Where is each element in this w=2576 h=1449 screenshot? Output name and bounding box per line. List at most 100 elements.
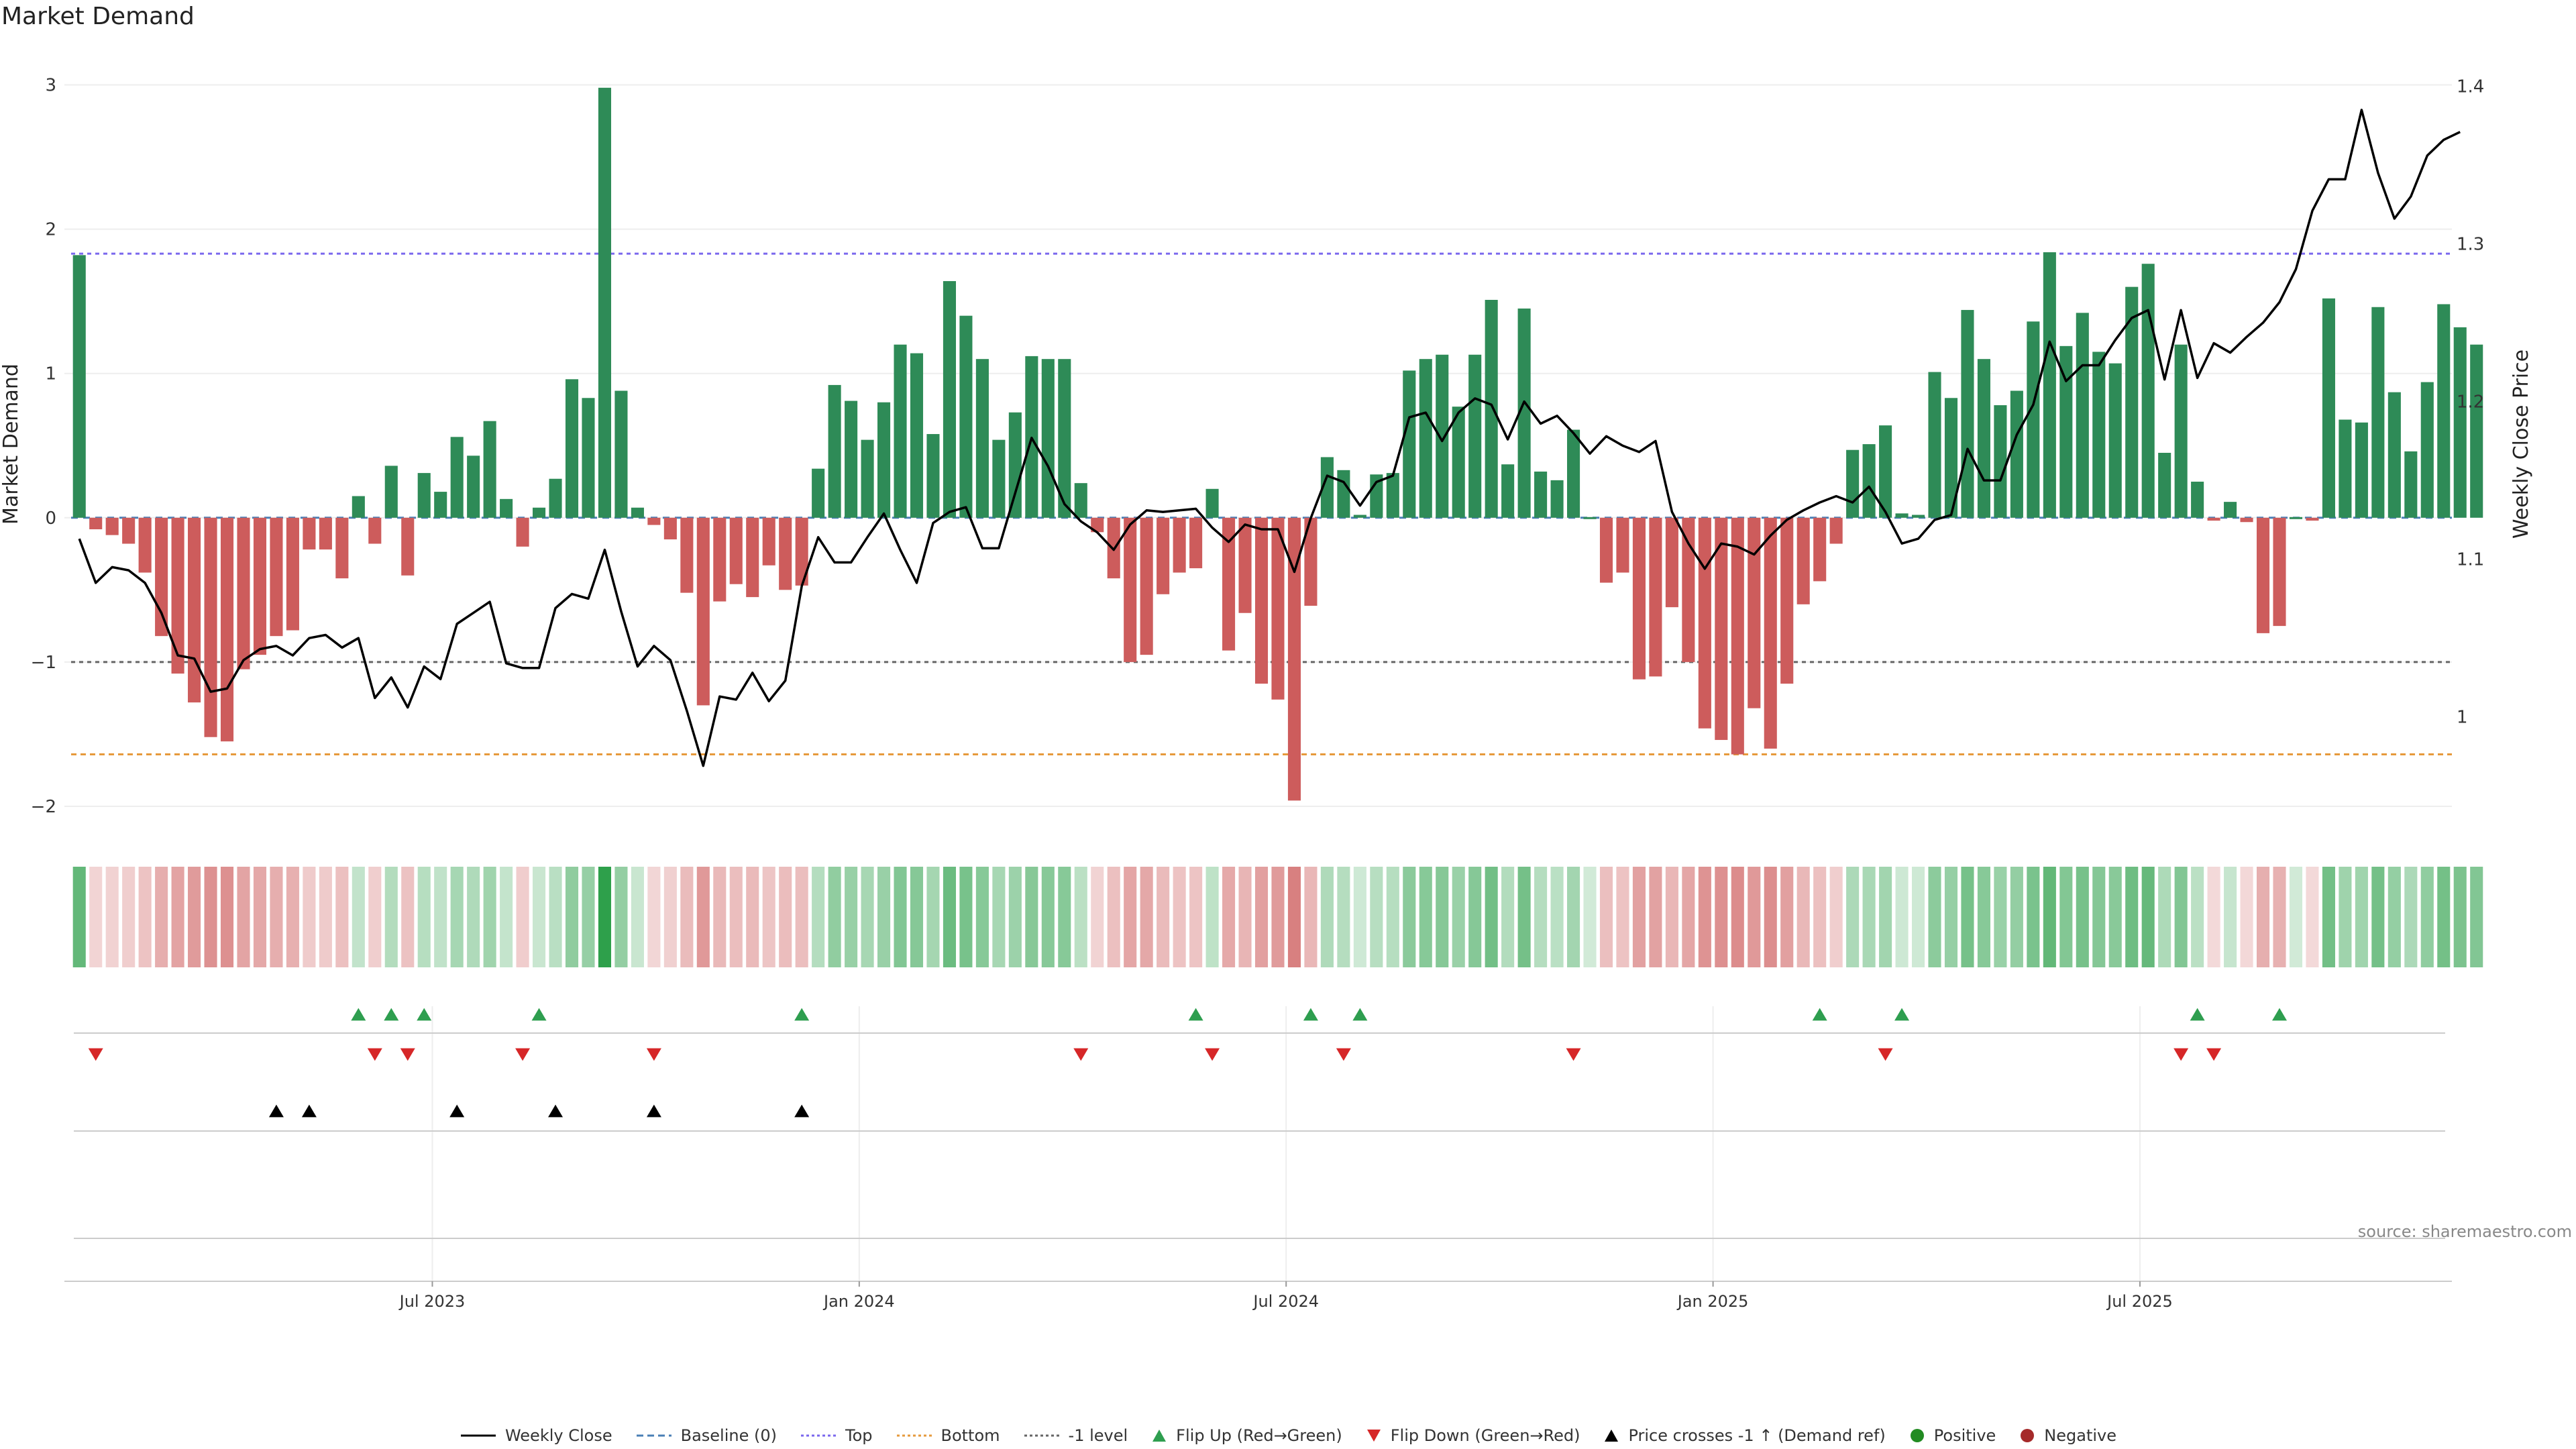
demand-bar <box>2355 422 2368 518</box>
demand-bar <box>1189 517 1203 569</box>
heat-cell <box>1222 867 1236 967</box>
heat-cell <box>1895 867 1909 967</box>
heat-cell <box>2437 867 2451 967</box>
demand-bar <box>1468 354 1482 518</box>
line-dotted-icon <box>1024 1434 1059 1437</box>
demand-bar <box>910 353 924 518</box>
demand-bar <box>1928 372 1941 518</box>
market-demand-chart: −2 −1 0 1 2 3 1 1.1 1.2 1.3 1.4 Market Demand Weekly… <box>0 76 2533 1311</box>
demand-bar <box>2108 363 2122 518</box>
heat-cell <box>1254 867 1269 967</box>
heat-cell <box>500 867 513 967</box>
legend-label: Price crosses -1 ↑ (Demand ref) <box>1628 1426 1886 1445</box>
demand-bar <box>828 384 841 518</box>
x-tick-label: Jan 2025 <box>1676 1292 1749 1311</box>
heat-cell <box>1748 867 1761 967</box>
demand-bar <box>122 517 136 544</box>
heat-cell <box>1403 867 1416 967</box>
heat-cell <box>1124 867 1137 967</box>
demand-bar <box>500 498 513 518</box>
demand-bar <box>1287 517 1301 801</box>
demand-bar <box>2453 327 2467 518</box>
heat-cell <box>1370 867 1383 967</box>
demand-bar <box>171 517 184 674</box>
demand-bar <box>549 478 562 518</box>
heat-cell <box>417 867 431 967</box>
heat-cell <box>1649 867 1662 967</box>
demand-bar <box>516 517 529 547</box>
demand-bar <box>1008 412 1022 518</box>
demand-bar <box>795 517 808 586</box>
triangle-up-icon <box>1605 1430 1619 1442</box>
flip-down-marker <box>1073 1048 1089 1061</box>
demand-bar <box>533 507 546 518</box>
x-tick-label: Jul 2025 <box>2106 1292 2173 1311</box>
demand-bar <box>565 379 579 518</box>
legend-label: Flip Up (Red→Green) <box>1176 1426 1342 1445</box>
heat-cell <box>1682 867 1695 967</box>
heat-cell <box>992 867 1006 967</box>
heat-cell <box>762 867 775 967</box>
heat-cell <box>1566 867 1580 967</box>
demand-bar <box>417 473 431 518</box>
heat-cell <box>1189 867 1203 967</box>
demand-bar <box>1091 517 1104 533</box>
heat-cell <box>2387 867 2401 967</box>
heat-cell <box>828 867 841 967</box>
triangle-up-icon <box>1152 1430 1167 1442</box>
demand-bar <box>204 517 217 737</box>
flip-down-marker <box>88 1048 103 1061</box>
demand-bar <box>1764 517 1777 749</box>
demand-bar <box>2141 264 2155 518</box>
heat-cell <box>2076 867 2089 967</box>
demand-bar <box>2273 517 2286 627</box>
heat-cell <box>663 867 677 967</box>
heat-cell <box>1320 867 1334 967</box>
heat-cell <box>204 867 217 967</box>
heat-cell <box>1074 867 1087 967</box>
demand-bar <box>1304 517 1318 606</box>
flip-up-marker <box>794 1008 810 1021</box>
demand-bar <box>105 517 119 535</box>
y2-tick-label: 1.1 <box>2457 550 2484 570</box>
heat-cell <box>696 867 710 967</box>
heat-cell <box>1157 867 1170 967</box>
heat-cell <box>2371 867 2385 967</box>
legend-item: Bottom <box>896 1426 1000 1445</box>
heat-cell <box>286 867 299 967</box>
demand-bar <box>1682 517 1695 662</box>
demand-bar <box>286 517 299 631</box>
flip-up-marker <box>1352 1008 1368 1021</box>
heat-cell <box>253 867 267 967</box>
heat-cell <box>845 867 858 967</box>
signal-markers <box>74 1008 2445 1239</box>
demand-bar <box>1173 517 1186 573</box>
flip-up-marker <box>351 1008 366 1021</box>
demand-bar <box>1074 483 1087 518</box>
y-tick-label: −2 <box>31 797 56 817</box>
heat-cell <box>1452 867 1465 967</box>
heat-cell <box>1058 867 1071 967</box>
demand-bar <box>1632 517 1646 680</box>
heat-cell <box>434 867 447 967</box>
demand-bar <box>943 281 957 518</box>
heat-cell <box>319 867 332 967</box>
demand-bar <box>352 496 365 518</box>
demand-bar <box>1583 517 1597 519</box>
demand-bar <box>812 468 825 518</box>
heat-cell <box>1715 867 1728 967</box>
heat-cell <box>1008 867 1022 967</box>
heat-cell <box>1485 867 1498 967</box>
demand-bar <box>1649 517 1662 677</box>
demand-heat-strip <box>72 867 2483 967</box>
demand-bar <box>647 517 661 525</box>
heat-cell <box>713 867 727 967</box>
heat-cell <box>450 867 464 967</box>
demand-bar <box>1403 370 1416 518</box>
heat-cell <box>1616 867 1629 967</box>
legend-item: Flip Up (Red→Green) <box>1150 1426 1342 1445</box>
heat-cell <box>533 867 546 967</box>
heat-cell <box>1977 867 1990 967</box>
price-cross-marker <box>449 1104 465 1118</box>
heat-cell <box>401 867 415 967</box>
